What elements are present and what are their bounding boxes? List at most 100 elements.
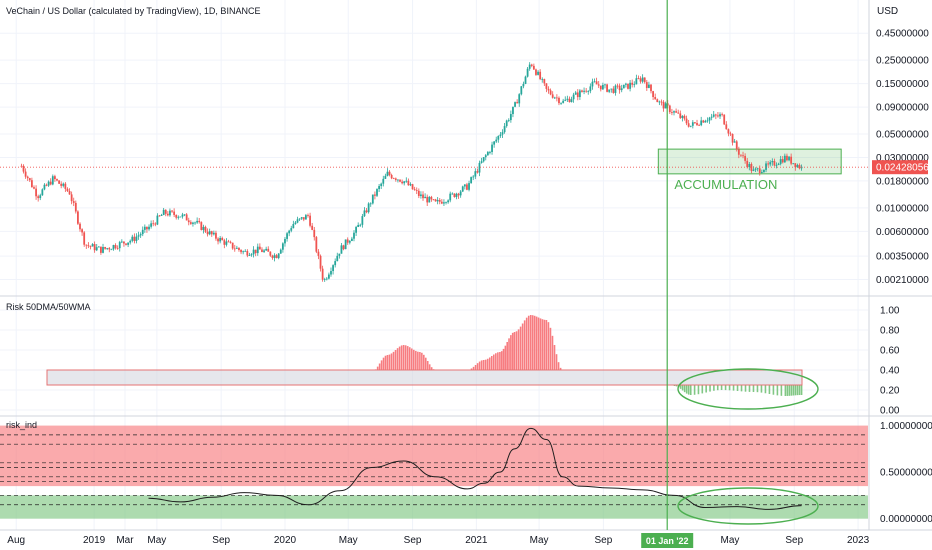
candle-body xyxy=(520,86,523,95)
candle-body xyxy=(445,202,447,204)
candle-body xyxy=(413,189,416,191)
candle-body xyxy=(317,251,320,256)
candle-body xyxy=(340,245,343,254)
candle-body xyxy=(277,253,280,259)
candle-body xyxy=(549,90,552,95)
candle-body xyxy=(108,248,111,250)
risk-ind-highlight-ellipse xyxy=(677,487,819,525)
candle-body xyxy=(572,94,575,100)
price-tick-label: 0.09000000 xyxy=(876,103,929,114)
risk-highlight-ellipse xyxy=(677,368,819,410)
candle-body xyxy=(645,82,648,88)
candle-body xyxy=(758,168,761,173)
candle-body xyxy=(754,168,757,170)
candle-body xyxy=(788,156,790,161)
time-axis[interactable]: Aug 2019 Mar May Sep 2020 May Sep 2021 May Sep May S… xyxy=(7,533,870,548)
risk-pane[interactable]: Risk 50DMA/50WMA xyxy=(6,302,819,410)
candle-body xyxy=(158,215,161,217)
candle-body xyxy=(731,134,734,143)
candle-body xyxy=(704,120,707,123)
candle-body xyxy=(662,101,665,109)
candle-body xyxy=(156,215,159,225)
risk-ind-pane[interactable]: risk_ind xyxy=(0,420,868,525)
candle-body xyxy=(137,235,140,237)
candle-body xyxy=(307,215,309,216)
candle-body xyxy=(160,215,163,216)
candle-body xyxy=(261,249,263,252)
risk-tick-label: 1.00 xyxy=(880,306,900,317)
candle-body xyxy=(60,183,63,186)
candle-body xyxy=(246,250,249,256)
candle-body xyxy=(717,115,719,117)
candle-body xyxy=(493,141,496,145)
candle-body xyxy=(175,214,178,218)
candle-body xyxy=(545,83,548,89)
candle-body xyxy=(440,201,443,204)
candle-body xyxy=(127,242,130,245)
candle-body xyxy=(357,224,360,228)
risk-ind-line xyxy=(148,427,802,510)
candle-body xyxy=(397,179,399,181)
price-pane[interactable]: ACCUMULATION VeChain / US Dollar (calcul… xyxy=(0,6,868,282)
candle-body xyxy=(382,178,385,184)
candle-body xyxy=(765,163,767,170)
candle-body xyxy=(74,202,77,212)
candle-body xyxy=(652,91,654,98)
candle-body xyxy=(683,115,686,119)
candle-body xyxy=(258,246,261,250)
price-tick-label: 0.45000000 xyxy=(876,29,929,40)
candle-body xyxy=(610,88,613,90)
candle-body xyxy=(30,180,33,188)
candle-body xyxy=(106,248,109,249)
candle-body xyxy=(581,90,583,92)
candle-body xyxy=(760,171,763,173)
candle-body xyxy=(392,178,395,180)
candle-body xyxy=(143,226,146,230)
candle-body xyxy=(558,97,560,104)
candle-body xyxy=(315,237,318,252)
candle-body xyxy=(296,219,299,223)
candle-body xyxy=(794,163,797,168)
candle-body xyxy=(219,238,222,242)
candle-body xyxy=(22,165,25,172)
candle-body xyxy=(656,99,659,103)
candle-body xyxy=(553,97,556,99)
candle-body xyxy=(503,126,506,133)
candle-body xyxy=(288,230,291,234)
candle-body xyxy=(355,227,357,233)
candle-body xyxy=(384,175,387,179)
candle-body xyxy=(227,241,230,243)
candle-body xyxy=(526,68,529,77)
time-tick-label: Aug xyxy=(7,535,25,546)
candle-body xyxy=(422,194,424,199)
candle-body xyxy=(390,174,393,179)
candle-body xyxy=(91,244,94,247)
candle-body xyxy=(45,184,48,186)
candle-body xyxy=(79,223,81,230)
currency-label: USD xyxy=(877,6,898,17)
candle-body xyxy=(629,82,631,89)
candle-body xyxy=(141,229,144,235)
candle-body xyxy=(183,214,186,216)
candle-body xyxy=(304,215,307,220)
time-tick-label: 2020 xyxy=(274,535,297,546)
candle-body xyxy=(371,194,374,204)
candle-body xyxy=(102,246,104,253)
candle-body xyxy=(240,249,242,253)
price-tick-label: 0.01000000 xyxy=(876,203,929,214)
price-axis[interactable]: USD 0.45000000 0.25000000 0.15000000 0.0900… xyxy=(872,6,932,525)
candle-body xyxy=(756,168,759,170)
candle-body xyxy=(388,171,391,175)
candle-body xyxy=(164,209,167,214)
candle-body xyxy=(480,161,483,163)
candle-body xyxy=(123,241,125,244)
candle-body xyxy=(411,184,414,190)
candle-body xyxy=(229,241,232,243)
candle-body xyxy=(309,215,311,226)
candle-body xyxy=(639,78,642,82)
candle-body xyxy=(783,155,786,163)
candle-body xyxy=(530,64,533,66)
candle-body xyxy=(497,135,500,140)
candle-body xyxy=(405,180,408,182)
candle-body xyxy=(512,106,514,115)
